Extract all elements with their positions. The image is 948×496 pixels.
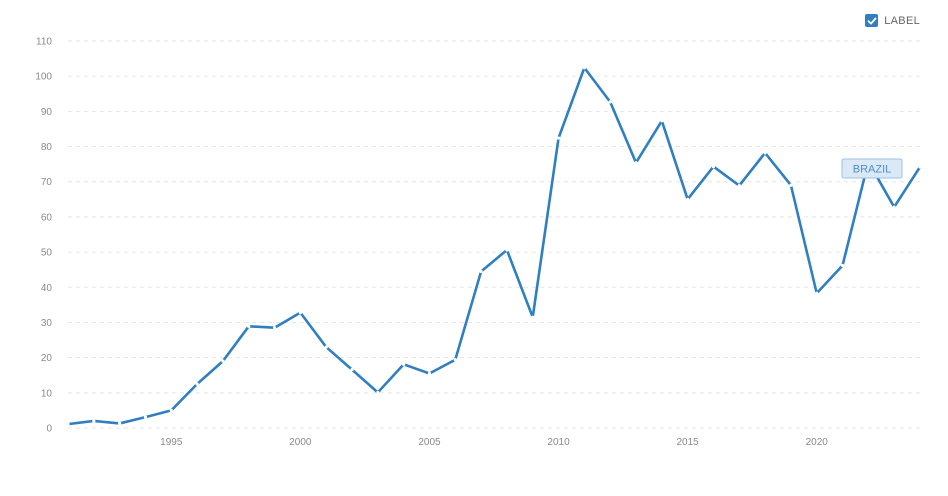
y-tick-label: 30: [41, 318, 53, 329]
y-tick-label: 40: [41, 283, 53, 294]
y-axis-ticks: 0 10 20 30 40 50 60 70 80 90 100 110: [35, 37, 52, 435]
data-point[interactable]: [582, 66, 586, 70]
y-tick-label: 0: [46, 424, 52, 435]
data-point[interactable]: [634, 161, 638, 165]
data-point[interactable]: [815, 291, 819, 295]
data-point[interactable]: [737, 183, 741, 188]
data-point[interactable]: [660, 119, 664, 123]
data-point[interactable]: [892, 205, 896, 209]
data-point[interactable]: [427, 371, 432, 376]
data-point[interactable]: [298, 311, 302, 315]
series-line[interactable]: [66, 66, 922, 426]
data-point[interactable]: [66, 422, 70, 426]
x-tick-label: 2020: [806, 437, 829, 448]
data-point[interactable]: [350, 367, 354, 372]
data-point[interactable]: [918, 165, 922, 169]
y-tick-label: 90: [41, 107, 53, 118]
data-point[interactable]: [221, 359, 225, 363]
y-tick-label: 110: [36, 37, 52, 48]
data-point[interactable]: [763, 151, 767, 155]
x-axis-ticks: 1995 2000 2005 2010 2015 2020: [160, 437, 828, 448]
data-point[interactable]: [608, 100, 612, 104]
series-label-text: BRAZIL: [853, 163, 892, 175]
y-tick-label: 100: [35, 72, 52, 83]
data-point[interactable]: [195, 382, 199, 386]
x-tick-label: 2005: [418, 437, 441, 448]
data-point[interactable]: [402, 362, 406, 366]
checkmark-icon: [867, 17, 877, 24]
data-point[interactable]: [143, 415, 148, 419]
legend-label: LABEL: [884, 14, 920, 27]
data-point[interactable]: [272, 326, 277, 330]
gridlines: [68, 40, 920, 429]
data-point[interactable]: [247, 324, 251, 328]
data-point[interactable]: [711, 164, 716, 169]
data-point[interactable]: [531, 315, 535, 319]
data-point[interactable]: [686, 197, 690, 201]
series-layer: [66, 66, 922, 426]
data-point[interactable]: [479, 269, 483, 274]
legend-checkbox[interactable]: [865, 14, 879, 27]
series-label: BRAZIL: [841, 158, 903, 179]
data-point[interactable]: [789, 183, 793, 187]
data-point[interactable]: [92, 419, 96, 423]
data-point[interactable]: [556, 136, 561, 140]
data-point[interactable]: [453, 358, 457, 362]
data-point[interactable]: [118, 421, 122, 426]
data-point[interactable]: [376, 390, 380, 395]
y-tick-label: 20: [41, 353, 53, 364]
y-tick-label: 80: [41, 142, 53, 153]
y-tick-label: 60: [41, 212, 53, 223]
y-tick-label: 50: [41, 248, 53, 259]
x-tick-label: 1995: [160, 437, 183, 448]
data-point[interactable]: [840, 263, 845, 268]
y-tick-label: 10: [41, 388, 53, 399]
series-label-box: [841, 158, 903, 179]
data-point[interactable]: [169, 408, 173, 413]
x-tick-label: 2010: [547, 437, 570, 448]
y-tick-label: 70: [41, 177, 53, 188]
series-label-layer: BRAZIL: [841, 158, 903, 179]
data-point[interactable]: [505, 248, 509, 252]
x-tick-label: 2000: [289, 437, 312, 448]
x-tick-label: 2015: [677, 437, 700, 448]
data-point[interactable]: [324, 345, 328, 349]
legend-toggle[interactable]: LABEL: [865, 14, 920, 27]
